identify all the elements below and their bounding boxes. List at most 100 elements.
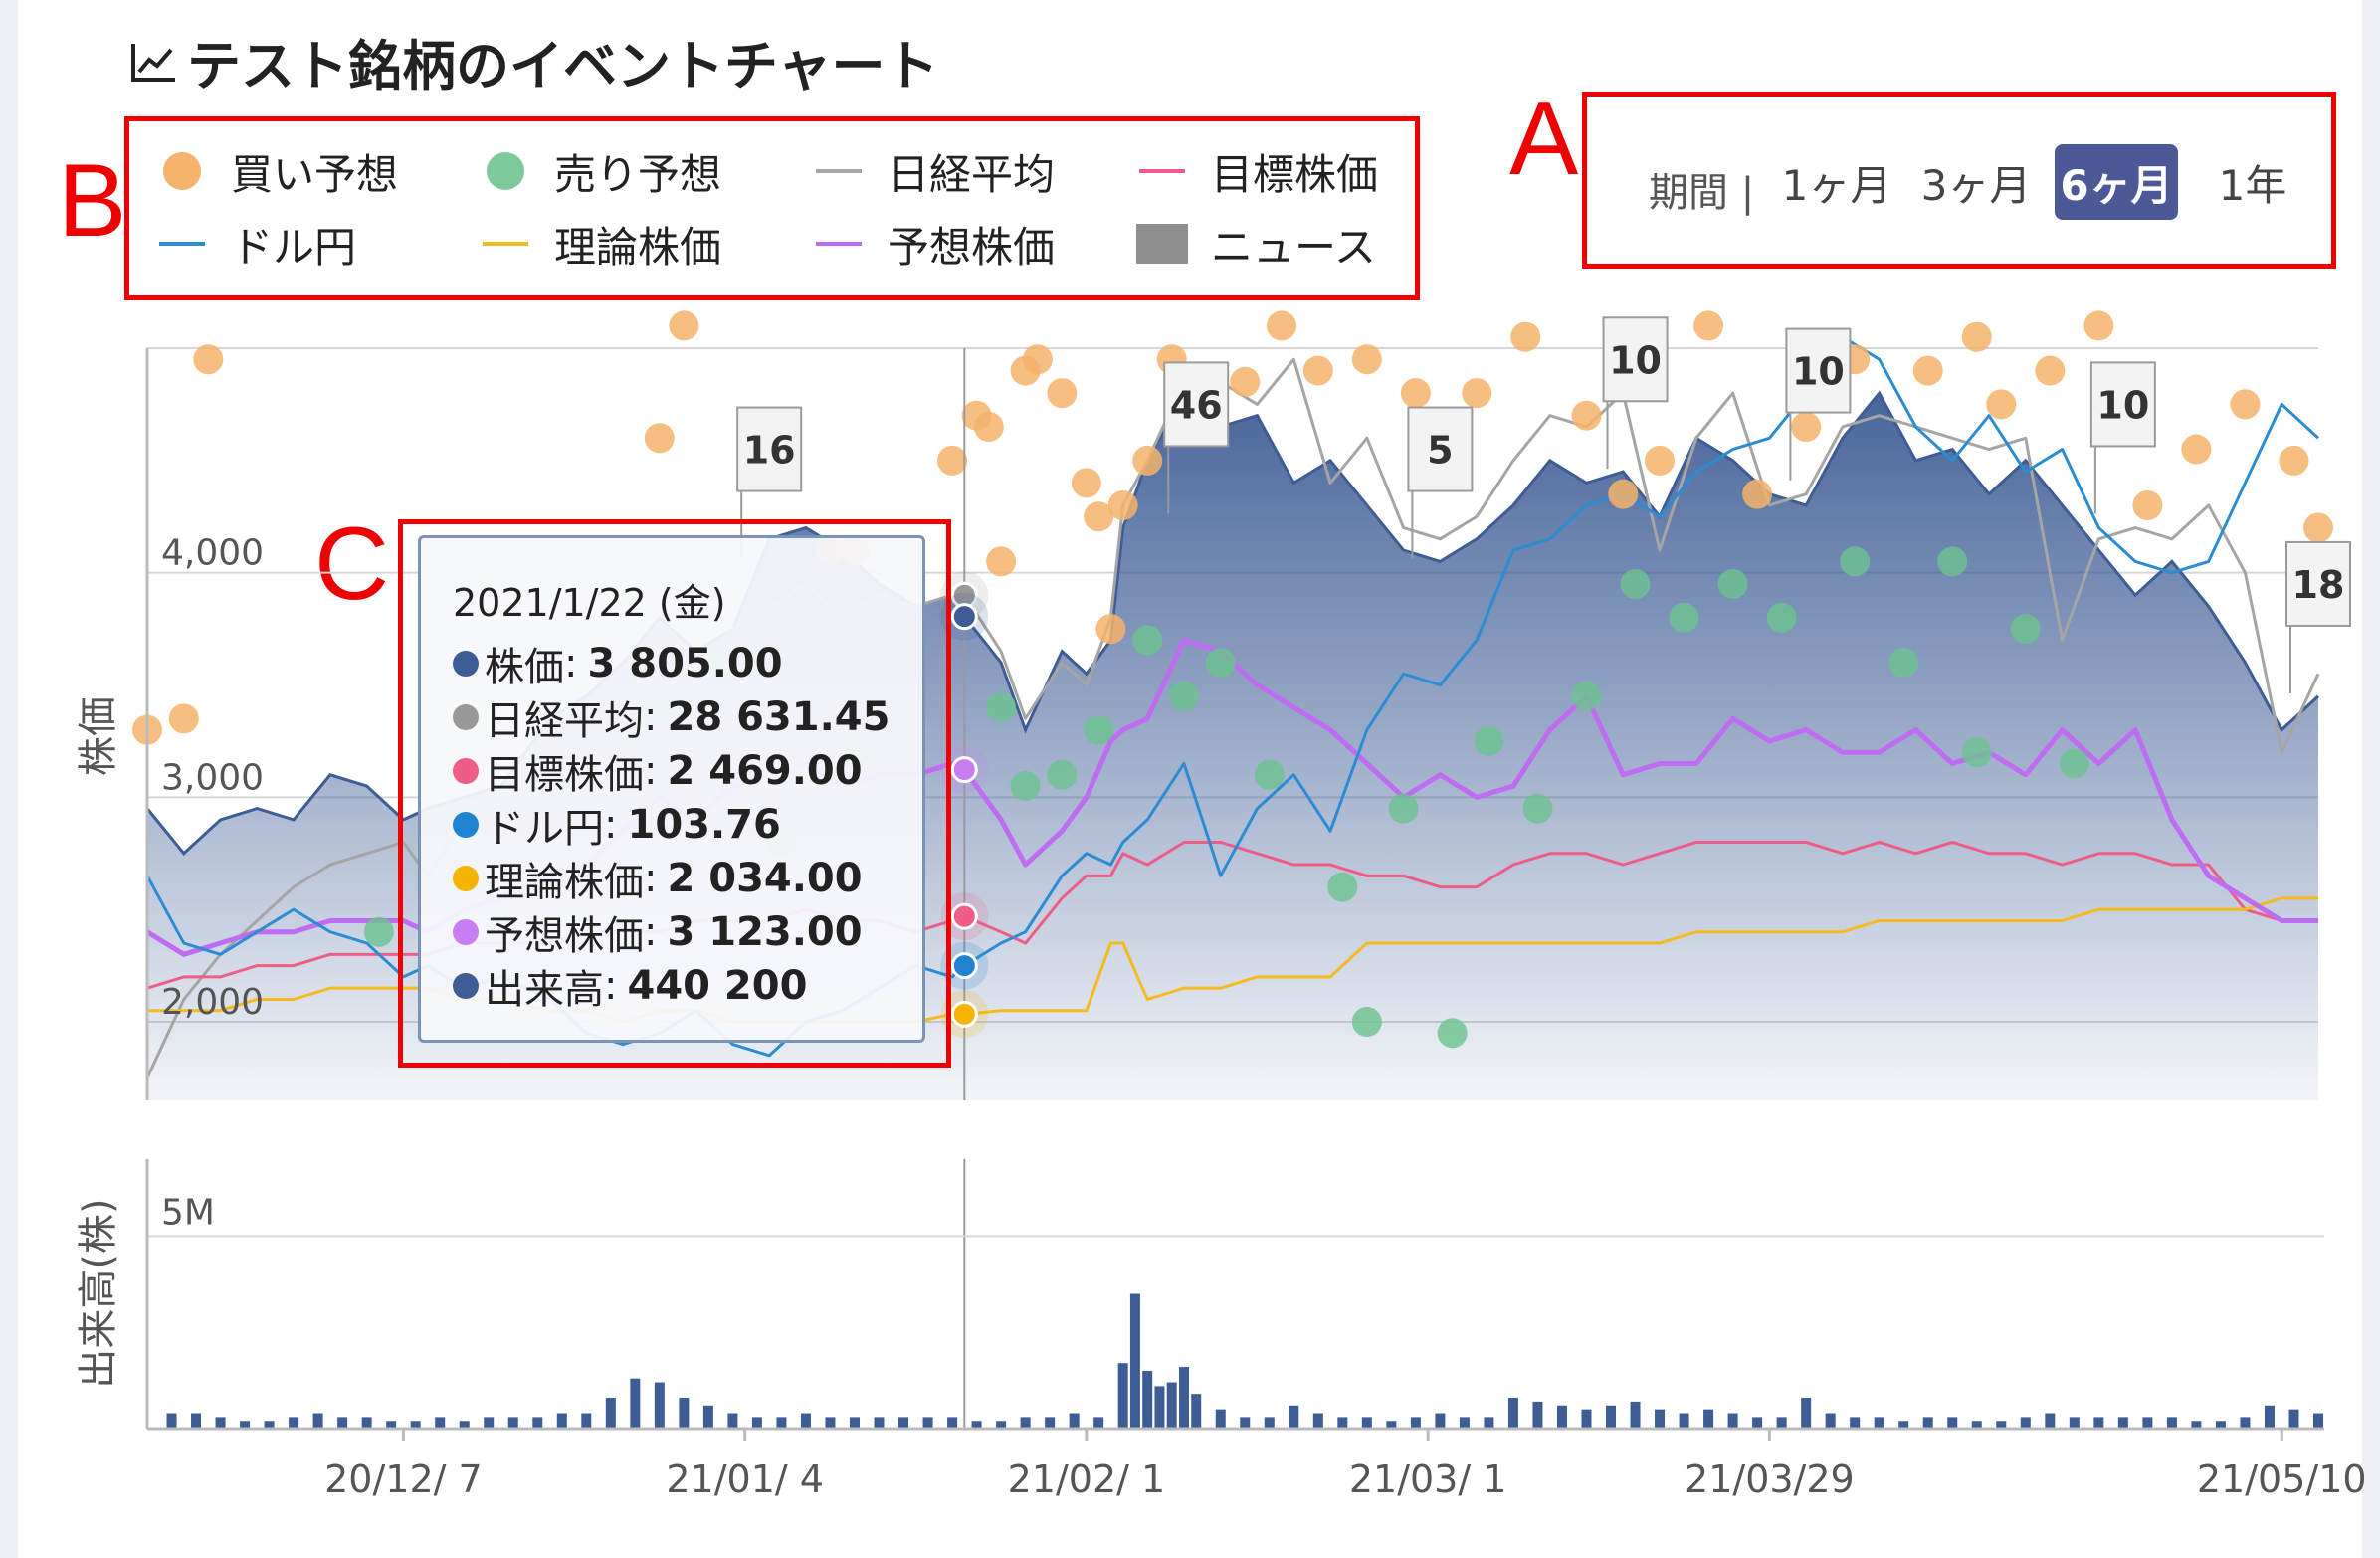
sell-forecast-dot: [1620, 568, 1651, 599]
volume-bar: [1581, 1409, 1592, 1429]
buy-forecast-dot: [1047, 378, 1078, 409]
volume-bar: [947, 1417, 958, 1429]
sell-forecast-dot: [1205, 647, 1236, 678]
volume-bar: [1191, 1394, 1202, 1429]
x-tick-label: 20/12/ 7: [324, 1458, 483, 1501]
volume-bar: [2045, 1413, 2056, 1429]
legend-item-news[interactable]: ニュース: [1129, 214, 1376, 274]
volume-bar: [727, 1413, 738, 1429]
period-selector: 期間 | 1ヶ月 3ヶ月 6ヶ月 1年: [1582, 92, 2336, 269]
volume-bar: [996, 1421, 1007, 1429]
volume-bar: [435, 1417, 446, 1429]
sell-forecast-dot: [1571, 681, 1602, 711]
volume-bar: [922, 1417, 933, 1429]
legend-item-sell[interactable]: 売り予想: [473, 141, 721, 201]
price-marker: [950, 603, 978, 631]
legend-item-buy[interactable]: 買い予想: [149, 141, 398, 201]
sell-forecast-dot: [1010, 771, 1041, 802]
volume-bar: [702, 1405, 713, 1429]
volume-bar: [1312, 1413, 1323, 1429]
period-button-6m[interactable]: 6ヶ月: [2055, 144, 2178, 220]
period-label: 期間 |: [1649, 170, 1755, 216]
tooltip-row-nikkei: 日経平均:28 631.45: [453, 690, 922, 744]
volume-bar: [361, 1417, 372, 1429]
volume-bar: [1093, 1417, 1104, 1429]
buy-forecast-dot: [973, 411, 1004, 442]
theoretical-line-icon: [483, 242, 528, 246]
buy-forecast-dot: [1608, 479, 1639, 509]
legend-item-theoretical[interactable]: 理論株価: [473, 214, 721, 274]
period-button-1y[interactable]: 1年: [2218, 160, 2287, 210]
buy-forecast-dot: [193, 344, 224, 375]
volume-dot-icon: [453, 973, 479, 999]
news-flag: 16: [736, 406, 803, 559]
volume-bar: [1532, 1401, 1543, 1429]
tooltip-row-theoretical: 理論株価:2 034.00: [453, 852, 922, 905]
buy-forecast-dot: [2303, 512, 2333, 543]
volume-bar: [215, 1417, 226, 1429]
news-count-label: 10: [2096, 383, 2149, 427]
sell-forecast-dot: [1327, 872, 1358, 902]
volume-bar: [1045, 1417, 1056, 1429]
sell-forecast-dot: [1766, 602, 1797, 633]
period-button-3m[interactable]: 3ヶ月: [1920, 160, 2032, 210]
volume-bar: [484, 1417, 495, 1429]
y-tick-label: 2,000: [161, 982, 264, 1023]
volume-bar: [2069, 1417, 2080, 1429]
tooltip-row-usdjpy: ドル円:103.76: [453, 798, 922, 852]
sell-forecast-dot: [1437, 1018, 1468, 1049]
volume-bar: [1459, 1417, 1470, 1429]
sell-forecast-dot: [2010, 614, 2041, 645]
volume-bar: [1129, 1293, 1140, 1429]
tooltip-row-forecast: 予想株価:3 123.00: [453, 905, 922, 959]
volume-bar: [1801, 1398, 1812, 1429]
legend-item-forecast[interactable]: 予想株価: [806, 214, 1055, 274]
buy-forecast-dot: [1302, 355, 1333, 386]
news-flag-box: [736, 406, 803, 492]
volume-bar: [2117, 1417, 2128, 1429]
buy-forecast-dot: [1912, 355, 1943, 386]
volume-bar: [1178, 1367, 1189, 1429]
legend-item-target-price[interactable]: 目標株価: [1129, 141, 1378, 201]
tooltip-date: 2021/1/22 (金): [453, 581, 726, 625]
nikkei-line-icon: [816, 169, 862, 173]
news-flag: 5: [1407, 406, 1474, 559]
buy-forecast-dot: [1791, 411, 1822, 442]
x-tick-label: 21/03/29: [1685, 1458, 1855, 1501]
axes: 2,000 3,000 4,000 株価 20/12/ 7 21/01/ 4 21/02/ …: [76, 348, 2367, 1501]
news-flags: 16 46 5 10 10 10 18: [736, 316, 2351, 693]
legend-item-usdjpy[interactable]: ドル円: [149, 214, 356, 274]
usdjpy-marker: [950, 952, 978, 980]
period-button-1m[interactable]: 1ヶ月: [1781, 160, 1892, 210]
legend-item-nikkei[interactable]: 日経平均: [806, 141, 1055, 201]
buy-forecast-dot: [2279, 445, 2309, 476]
target-price-dot-icon: [453, 758, 479, 784]
buy-forecast-dot: [1230, 366, 1261, 397]
annotation-letter-c: C: [314, 506, 390, 622]
buy-dot-icon: [163, 152, 201, 190]
volume-bar: [191, 1413, 202, 1429]
volume-bar: [654, 1382, 665, 1429]
volume-axis-title: 出来高(株): [76, 1198, 121, 1388]
right-frame-edge: [2362, 0, 2380, 1558]
volume-bar: [264, 1421, 275, 1429]
forecast-line-icon: [816, 242, 862, 246]
volume-bar: [459, 1421, 470, 1429]
news-square-icon: [1136, 224, 1188, 264]
buy-forecast-dot: [1462, 378, 1492, 409]
volume-bar: [1971, 1421, 1982, 1429]
buy-forecast-dot: [1693, 310, 1724, 341]
volume-bar: [800, 1413, 811, 1429]
volume-bar: [776, 1417, 787, 1429]
volume-bar: [1850, 1417, 1861, 1429]
buy-forecast-dot: [644, 423, 675, 454]
news-flag-box: [2089, 361, 2156, 448]
buy-forecast-dot: [986, 546, 1017, 577]
sell-forecast-dot: [1351, 1007, 1382, 1038]
volume-bar: [1922, 1417, 1933, 1429]
volume-bar: [1117, 1363, 1128, 1429]
volume-bar: [874, 1417, 885, 1429]
volume-bar: [1898, 1421, 1909, 1429]
news-flag: 46: [1163, 361, 1230, 514]
legend: 買い予想 売り予想 日経平均 目標株価 ドル円 理論株価 予想株価 ニュース: [124, 116, 1420, 300]
